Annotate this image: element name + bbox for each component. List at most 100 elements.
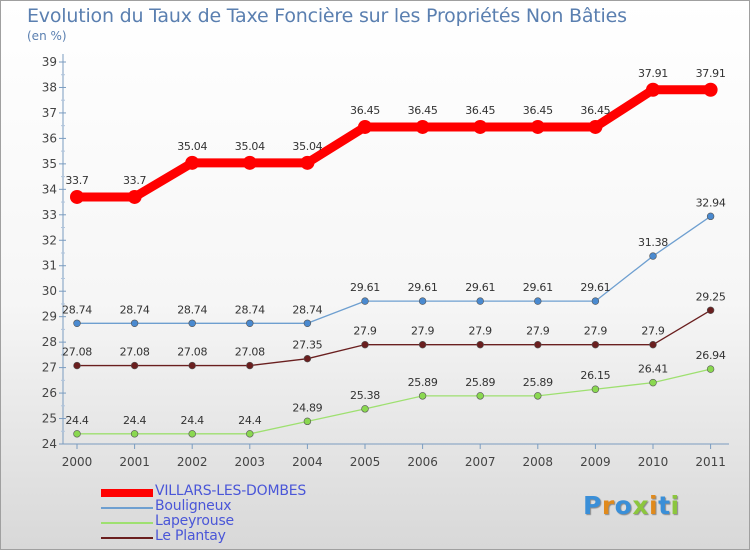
y-tick-label: 35 xyxy=(42,157,57,171)
data-label: 29.61 xyxy=(523,281,553,294)
x-tick-label: 2004 xyxy=(292,455,323,469)
data-point xyxy=(246,319,254,327)
legend-label: Lapeyrouse xyxy=(155,513,234,529)
data-point xyxy=(703,82,718,97)
data-label: 24.89 xyxy=(292,401,322,414)
data-label: 24.4 xyxy=(181,414,205,427)
x-tick-label: 2001 xyxy=(119,455,150,469)
series-line xyxy=(76,215,712,324)
logo-letter: o xyxy=(614,491,633,520)
data-label: 29.25 xyxy=(696,290,726,303)
data-label: 27.08 xyxy=(235,346,265,359)
data-point xyxy=(649,378,657,387)
data-point xyxy=(418,340,427,349)
data-label: 27.08 xyxy=(62,346,92,359)
data-point xyxy=(358,119,372,134)
data-point xyxy=(246,430,254,438)
data-point xyxy=(303,354,312,363)
data-label: 28.74 xyxy=(120,303,150,316)
data-point xyxy=(188,430,196,438)
data-point xyxy=(646,82,660,97)
data-point xyxy=(303,417,312,426)
legend-swatch xyxy=(101,522,153,524)
data-label: 26.94 xyxy=(696,349,726,362)
data-point xyxy=(418,297,427,305)
unit-label: (en %) xyxy=(27,29,67,43)
data-label: 33.7 xyxy=(65,174,89,187)
x-tick-label: 2000 xyxy=(62,455,93,469)
data-point xyxy=(530,119,545,134)
data-label: 27.08 xyxy=(177,346,207,359)
data-label: 27.08 xyxy=(120,346,150,359)
series-1: 28.74 28.74 28.74 28.74 28.74 29.61 29.61 29.61… xyxy=(62,196,726,327)
series-layer: 28.74 28.74 28.74 28.74 28.74 29.61 29.61 29.61… xyxy=(62,67,726,438)
y-tick-label: 36 xyxy=(42,131,57,145)
data-label: 26.15 xyxy=(580,369,610,382)
logo-letter: r xyxy=(601,491,615,520)
x-tick-label: 2006 xyxy=(407,455,438,469)
data-label: 27.9 xyxy=(469,325,493,338)
series-3: 27.08 27.08 27.08 27.08 27.35 27.9 27.9 27.9 27.… xyxy=(62,290,726,370)
logo-letter: x xyxy=(632,491,649,520)
data-point xyxy=(73,319,81,327)
data-point xyxy=(706,306,715,314)
data-point xyxy=(706,365,715,373)
data-label: 27.35 xyxy=(292,339,322,352)
data-point xyxy=(73,430,81,438)
x-tick-label: 2005 xyxy=(350,455,381,469)
data-point xyxy=(73,361,81,370)
data-label: 36.45 xyxy=(408,104,438,117)
y-tick-label: 27 xyxy=(42,361,57,375)
data-label: 25.89 xyxy=(408,376,438,389)
data-label: 28.74 xyxy=(62,303,92,316)
data-label: 32.94 xyxy=(696,196,726,209)
data-point xyxy=(185,155,200,170)
y-tick-label: 28 xyxy=(42,335,57,349)
data-label: 27.9 xyxy=(526,325,550,338)
data-label: 27.9 xyxy=(641,325,665,338)
data-point xyxy=(130,319,139,327)
data-label: 25.38 xyxy=(350,389,380,402)
data-point xyxy=(303,319,312,327)
data-point xyxy=(476,340,484,349)
x-tick-label: 2002 xyxy=(177,455,208,469)
y-tick-label: 39 xyxy=(42,55,57,69)
data-point xyxy=(361,405,369,413)
data-point xyxy=(591,297,600,305)
x-tick-label: 2011 xyxy=(695,455,726,469)
data-point xyxy=(473,119,488,134)
data-label: 27.9 xyxy=(584,325,608,338)
series-line xyxy=(72,85,716,202)
legend-swatch xyxy=(101,537,153,539)
logo-letter: t xyxy=(658,491,671,520)
legend-label: VILLARS-LES-DOMBES xyxy=(155,483,307,499)
data-point xyxy=(476,297,484,305)
data-label: 33.7 xyxy=(123,174,147,187)
logo-letter: P xyxy=(583,491,602,520)
y-tick-label: 29 xyxy=(42,310,57,324)
data-point xyxy=(188,361,196,370)
data-point xyxy=(706,212,715,221)
data-label: 35.04 xyxy=(177,140,207,153)
data-point xyxy=(534,297,542,305)
data-label: 28.74 xyxy=(235,303,265,316)
y-tick-label: 30 xyxy=(42,284,57,298)
data-point xyxy=(415,119,430,134)
data-label: 26.41 xyxy=(638,363,668,376)
y-tick-label: 33 xyxy=(42,208,57,222)
data-point xyxy=(300,155,315,170)
data-point xyxy=(130,430,139,438)
data-label: 24.4 xyxy=(65,414,89,427)
y-tick-label: 37 xyxy=(42,106,57,120)
legend-label: Bouligneux xyxy=(155,498,232,514)
x-tick-label: 2008 xyxy=(523,455,554,469)
data-label: 28.74 xyxy=(177,303,207,316)
data-label: 35.04 xyxy=(292,140,322,153)
data-label: 36.45 xyxy=(465,104,495,117)
data-point xyxy=(70,189,84,204)
legend-label: Le Plantay xyxy=(155,528,226,544)
data-point xyxy=(588,119,603,134)
data-label: 36.45 xyxy=(523,104,553,117)
x-tick-label: 2009 xyxy=(580,455,611,469)
